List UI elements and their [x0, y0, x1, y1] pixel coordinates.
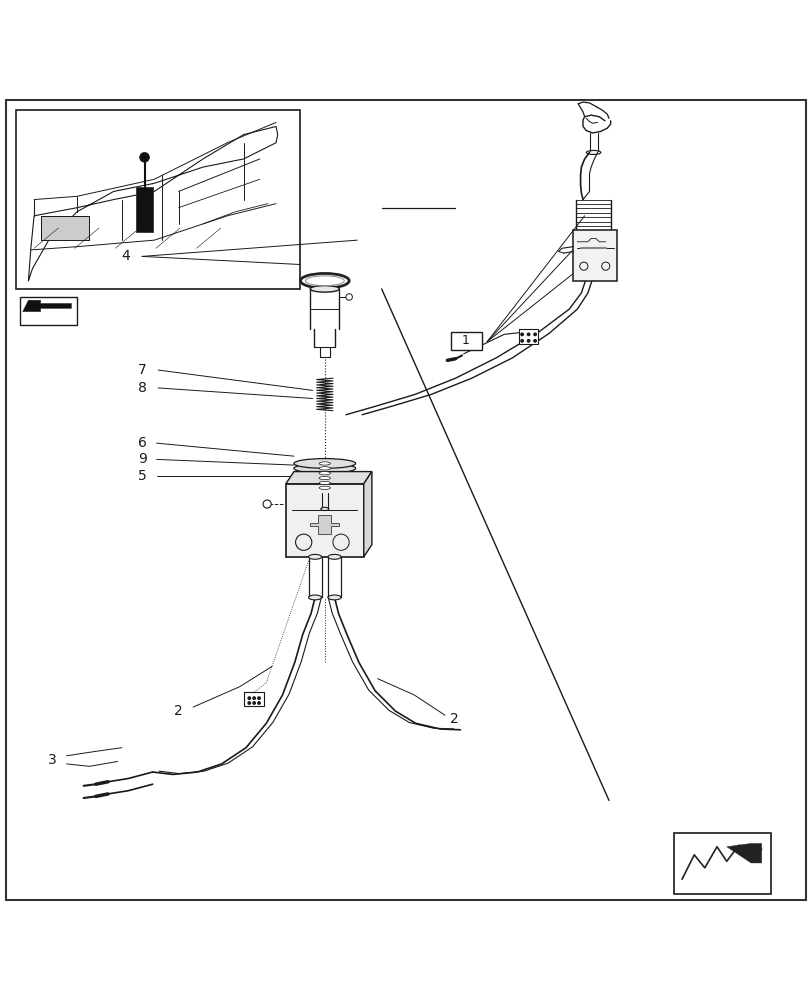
Circle shape [248, 697, 250, 699]
Ellipse shape [328, 554, 341, 559]
Ellipse shape [328, 595, 341, 600]
Ellipse shape [319, 462, 330, 465]
Bar [573, 230, 616, 281]
Bar [450, 332, 481, 350]
Text: 5: 5 [138, 469, 146, 483]
Circle shape [579, 262, 587, 270]
Circle shape [527, 333, 529, 336]
Ellipse shape [294, 478, 355, 488]
Polygon shape [363, 472, 371, 557]
Text: 3: 3 [49, 753, 57, 767]
Ellipse shape [308, 554, 321, 559]
Text: 9: 9 [138, 452, 146, 466]
Circle shape [521, 340, 522, 342]
Ellipse shape [308, 595, 321, 600]
Bar [136, 187, 152, 232]
Circle shape [527, 340, 529, 342]
Polygon shape [726, 843, 761, 863]
Text: 2: 2 [450, 712, 458, 726]
Bar [41, 216, 89, 240]
Ellipse shape [294, 468, 355, 478]
Circle shape [345, 294, 352, 300]
Ellipse shape [300, 273, 349, 288]
Circle shape [139, 152, 149, 162]
Circle shape [534, 333, 535, 336]
Circle shape [521, 333, 522, 336]
Ellipse shape [319, 472, 330, 475]
Text: 4: 4 [122, 249, 130, 263]
Bar [285, 484, 363, 557]
Circle shape [295, 534, 311, 550]
Bar [673, 833, 770, 894]
Bar [16, 110, 300, 289]
Ellipse shape [319, 486, 330, 489]
Ellipse shape [305, 276, 344, 286]
Circle shape [534, 340, 535, 342]
Polygon shape [310, 515, 339, 534]
Text: 2: 2 [174, 704, 182, 718]
Ellipse shape [320, 507, 328, 511]
Ellipse shape [319, 467, 330, 470]
Circle shape [253, 702, 255, 704]
Ellipse shape [319, 481, 330, 485]
Ellipse shape [294, 459, 355, 468]
Ellipse shape [294, 463, 355, 473]
Circle shape [333, 534, 349, 550]
Ellipse shape [586, 150, 600, 154]
Ellipse shape [310, 286, 339, 292]
Circle shape [248, 702, 250, 704]
Circle shape [263, 500, 271, 508]
Text: 7: 7 [138, 363, 146, 377]
Circle shape [257, 697, 260, 699]
Ellipse shape [319, 476, 330, 480]
Circle shape [253, 697, 255, 699]
Polygon shape [285, 472, 371, 484]
Text: 1: 1 [461, 334, 470, 347]
Polygon shape [23, 300, 71, 312]
Text: 8: 8 [138, 381, 146, 395]
Bar [244, 692, 264, 706]
Circle shape [257, 702, 260, 704]
Ellipse shape [294, 473, 355, 483]
Bar [518, 329, 538, 344]
Text: 6: 6 [138, 436, 146, 450]
Circle shape [601, 262, 609, 270]
Ellipse shape [294, 483, 355, 493]
Bar [20, 297, 77, 325]
